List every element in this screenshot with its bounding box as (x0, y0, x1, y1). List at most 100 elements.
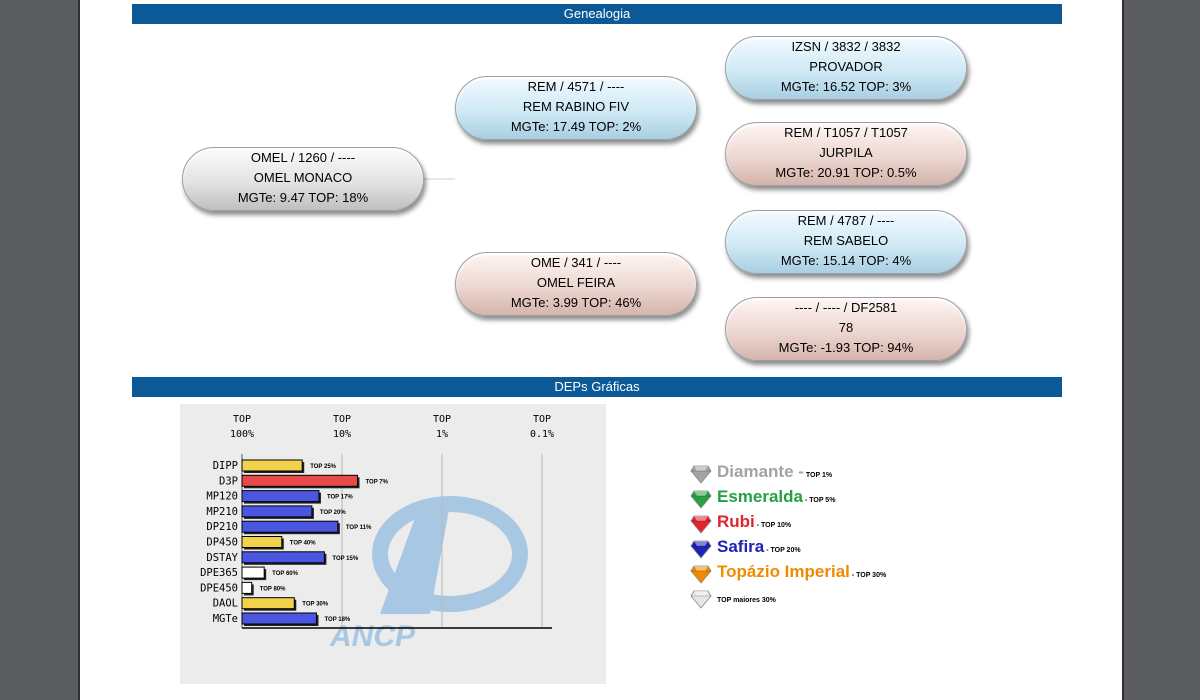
data-label: TOP 25% (310, 464, 336, 470)
deps-header: DEPs Gráficas (132, 377, 1062, 397)
legend-gem-name: Diamante - (717, 462, 804, 481)
ancp-watermark: ANCP (329, 496, 528, 653)
dam-sire-stats: MGTe: 15.14 TOP: 4% (780, 253, 912, 268)
category-label: D3P (219, 475, 238, 487)
sire-stats: MGTe: 17.49 TOP: 2% (510, 119, 642, 134)
category-label: DPE450 (200, 582, 238, 594)
white-gem-icon (690, 590, 712, 609)
category-label: DP210 (206, 521, 238, 533)
legend-name: Safira - TOP 20% (717, 537, 801, 557)
sire-sire-id: IZSN / 3832 / 3832 (791, 39, 901, 54)
genealogia-header: Genealogia (132, 4, 1062, 24)
topaz-gem-icon (690, 565, 712, 584)
sire-name: REM RABINO FIV (522, 99, 630, 114)
dep-chart: ANCP TOP 100% TOP 10% TOP 1% TOP 0.1% DIPP TOP 25%… (200, 414, 554, 653)
bar-mp120 (241, 490, 320, 503)
data-label: TOP 40% (290, 541, 316, 547)
data-label: TOP 30% (302, 602, 328, 608)
dam-name: OMEL FEIRA (536, 275, 616, 290)
legend-name: Topázio Imperial - TOP 30% (717, 562, 886, 582)
sire-sire-stats: MGTe: 16.52 TOP: 3% (780, 79, 912, 94)
ruby-gem-icon (690, 515, 712, 534)
subject-stats: MGTe: 9.47 TOP: 18% (237, 190, 369, 205)
legend-top-text: TOP maiores 30% (717, 597, 776, 604)
axis-tick-top: TOP (433, 414, 451, 425)
bar-dstay (241, 551, 325, 564)
bar-dp210 (241, 520, 339, 533)
legend-top-text: - TOP 30% (849, 572, 887, 579)
category-label: MP120 (206, 491, 238, 503)
axis-tick-label: 10% (333, 429, 351, 440)
legend-top-text: - TOP 20% (764, 547, 801, 554)
bar-dpe450 (241, 581, 253, 594)
sire-dam-id: REM / T1057 / T1057 (784, 125, 908, 140)
subject-id: OMEL / 1260 / ---- (250, 150, 356, 165)
data-label: TOP 7% (365, 479, 388, 485)
sire-id: REM / 4571 / ---- (527, 79, 625, 94)
sire-dam-stats: MGTe: 20.91 TOP: 0.5% (775, 165, 917, 180)
bar-mp210 (241, 505, 313, 518)
data-label: TOP 80% (260, 586, 286, 592)
report-sheet: Genealogia OMEL / 1260 / ---- OMEL MONAC… (80, 0, 1122, 700)
dam-pill[interactable]: OME / 341 / ---- OMEL FEIRA MGTe: 3.99 T… (455, 252, 697, 316)
legend-name: Diamante - TOP 1% (717, 462, 832, 482)
legend-top-text: - TOP 10% (754, 522, 792, 529)
bar-dp450 (241, 536, 283, 548)
axis-tick-top: TOP (533, 414, 551, 425)
legend-gem-name: Topázio Imperial (717, 562, 850, 581)
data-label: TOP 20% (320, 510, 346, 516)
sire-dam-pill[interactable]: REM / T1057 / T1057 JURPILA MGTe: 20.91 … (725, 122, 967, 186)
axis-tick-label: 100% (230, 429, 254, 440)
axis-tick-top: TOP (333, 414, 351, 425)
category-label: MGTe (213, 613, 238, 625)
legend-name: Rubi - TOP 10% (717, 512, 791, 532)
category-label: DSTAY (206, 552, 238, 564)
bar-dipp (241, 459, 303, 472)
dam-dam-id: ---- / ---- / DF2581 (794, 300, 898, 315)
dam-stats: MGTe: 3.99 TOP: 46% (510, 295, 642, 310)
data-label: TOP 15% (332, 556, 358, 562)
dam-dam-stats: MGTe: -1.93 TOP: 94% (778, 340, 914, 355)
legend-top-text: TOP 1% (803, 472, 833, 479)
dam-sire-name: REM SABELO (803, 233, 889, 248)
category-label: DAOL (213, 598, 238, 610)
data-label: TOP 11% (346, 525, 372, 531)
sire-pill[interactable]: REM / 4571 / ---- REM RABINO FIV MGTe: 1… (455, 76, 697, 140)
legend-gem-name: Esmeralda (717, 487, 803, 506)
sire-sire-name: PROVADOR (809, 59, 883, 74)
dam-id: OME / 341 / ---- (530, 255, 622, 270)
dam-dam-name: 78 (838, 320, 854, 335)
category-label: MP210 (206, 506, 238, 518)
bar-daol (241, 597, 295, 610)
axis-tick-label: 1% (436, 429, 448, 440)
sire-dam-name: JURPILA (819, 145, 873, 160)
sire-sire-pill[interactable]: IZSN / 3832 / 3832 PROVADOR MGTe: 16.52 … (725, 36, 967, 100)
legend-gem-name: Rubi (717, 512, 755, 531)
subject-name: OMEL MONACO (253, 170, 353, 185)
pedigree-connectors (424, 178, 455, 180)
emerald-gem-icon (690, 490, 712, 509)
category-label: DPE365 (200, 567, 238, 579)
subject-pill[interactable]: OMEL / 1260 / ---- OMEL MONACO MGTe: 9.4… (182, 147, 424, 211)
dam-dam-pill[interactable]: ---- / ---- / DF2581 78 MGTe: -1.93 TOP:… (725, 297, 967, 361)
diamond-gem-icon (690, 465, 712, 484)
legend-name: TOP maiores 30% (717, 587, 776, 607)
data-label: TOP 60% (272, 571, 298, 577)
watermark-text: ANCP (329, 620, 416, 653)
legend-gem-name: Safira (717, 537, 765, 556)
data-label: TOP 18% (324, 617, 350, 623)
dam-sire-id: REM / 4787 / ---- (797, 213, 895, 228)
bar-dpe365 (241, 566, 265, 579)
axis-tick-top: TOP (233, 414, 251, 425)
legend-top-text: - TOP 5% (803, 497, 836, 504)
bar-mgte (241, 612, 317, 625)
axis-tick-label: 0.1% (530, 429, 554, 440)
data-label: TOP 17% (327, 495, 353, 501)
dam-sire-pill[interactable]: REM / 4787 / ---- REM SABELO MGTe: 15.14… (725, 210, 967, 274)
category-label: DIPP (213, 460, 238, 472)
legend-name: Esmeralda - TOP 5% (717, 487, 835, 507)
dep-chart-panel: ANCP TOP 100% TOP 10% TOP 1% TOP 0.1% DIPP TOP 25%… (180, 404, 606, 684)
sapphire-gem-icon (690, 540, 712, 559)
category-label: DP450 (206, 537, 238, 549)
bar-d3p (241, 474, 358, 487)
